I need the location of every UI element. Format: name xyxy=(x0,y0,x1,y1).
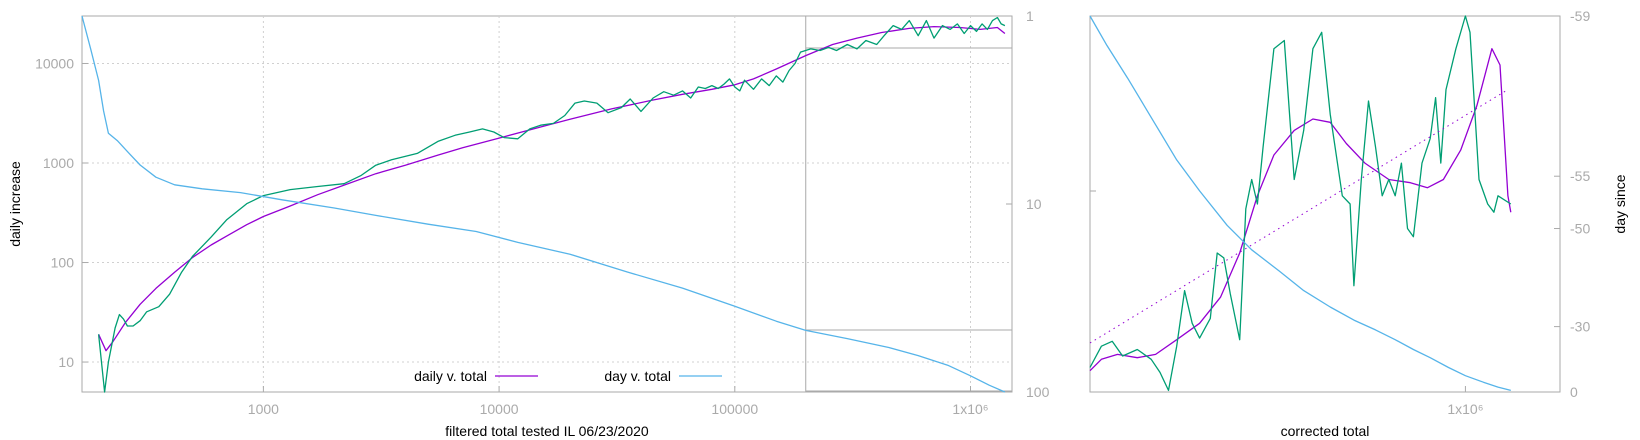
main-plot-frame xyxy=(81,15,1013,393)
y2-tick-label: -55 xyxy=(1570,168,1590,184)
y2-tick-label: -30 xyxy=(1570,319,1590,335)
corrected-raw-line xyxy=(1089,15,1512,392)
y2-tick-label: 100 xyxy=(1026,384,1050,400)
legend-label-day: day v. total xyxy=(604,368,671,384)
daily-vs-total-line xyxy=(98,25,1006,352)
corrected-series-lines xyxy=(1089,15,1512,392)
corrected-plot-frame xyxy=(1089,15,1561,393)
y-tick-label: 100 xyxy=(51,255,75,271)
legend: daily v. total day v. total xyxy=(414,368,722,384)
x-tick-label: 1x10⁶ xyxy=(952,401,988,417)
y-tick-label: 10 xyxy=(58,354,74,370)
corrected-y2-axis-label: day since xyxy=(1612,174,1628,233)
corrected-smoothed-line xyxy=(1089,48,1512,372)
main-y-axis-label: daily increase xyxy=(7,161,23,247)
y2-tick-label: 1 xyxy=(1026,8,1034,24)
main-y-ticks: 10 100 1000 10000 xyxy=(35,55,88,370)
main-x-ticks: 1000 10000 100000 1x10⁶ xyxy=(248,386,989,417)
y2-tick-label: 0 xyxy=(1570,384,1578,400)
corrected-day-line xyxy=(1089,15,1511,392)
corrected-y2-ticks: -59 -55 -50 -30 0 xyxy=(1554,8,1590,400)
zoom-inset-markers xyxy=(805,16,1012,392)
y-tick-label: 1000 xyxy=(43,155,74,171)
corrected-trend-line xyxy=(1089,89,1509,344)
x-tick-label: 1000 xyxy=(248,401,279,417)
main-grid xyxy=(82,16,1012,392)
corrected-x-ticks: 1x10⁶ xyxy=(1447,386,1483,417)
y2-tick-label: 10 xyxy=(1026,196,1042,212)
main-y2-ticks: 1 10 100 xyxy=(1006,8,1050,400)
y-tick-label: 10000 xyxy=(35,55,74,71)
y2-tick-label: -59 xyxy=(1570,8,1590,24)
main-series-lines xyxy=(81,15,1006,393)
day-vs-total-line xyxy=(81,15,1006,393)
y2-tick-label: -50 xyxy=(1570,221,1590,237)
daily-raw-line xyxy=(97,16,1006,393)
corrected-chart-panel: 1x10⁶ -59 -55 -50 -30 0 corrected total day … xyxy=(1089,8,1628,439)
x-tick-label: 10000 xyxy=(480,401,519,417)
x-tick-label: 100000 xyxy=(711,401,758,417)
legend-label-daily: daily v. total xyxy=(414,368,487,384)
x-tick-label: 1x10⁶ xyxy=(1447,401,1483,417)
corrected-x-axis-label: corrected total xyxy=(1281,423,1370,439)
main-x-axis-label: filtered total tested IL 06/23/2020 xyxy=(445,423,649,439)
